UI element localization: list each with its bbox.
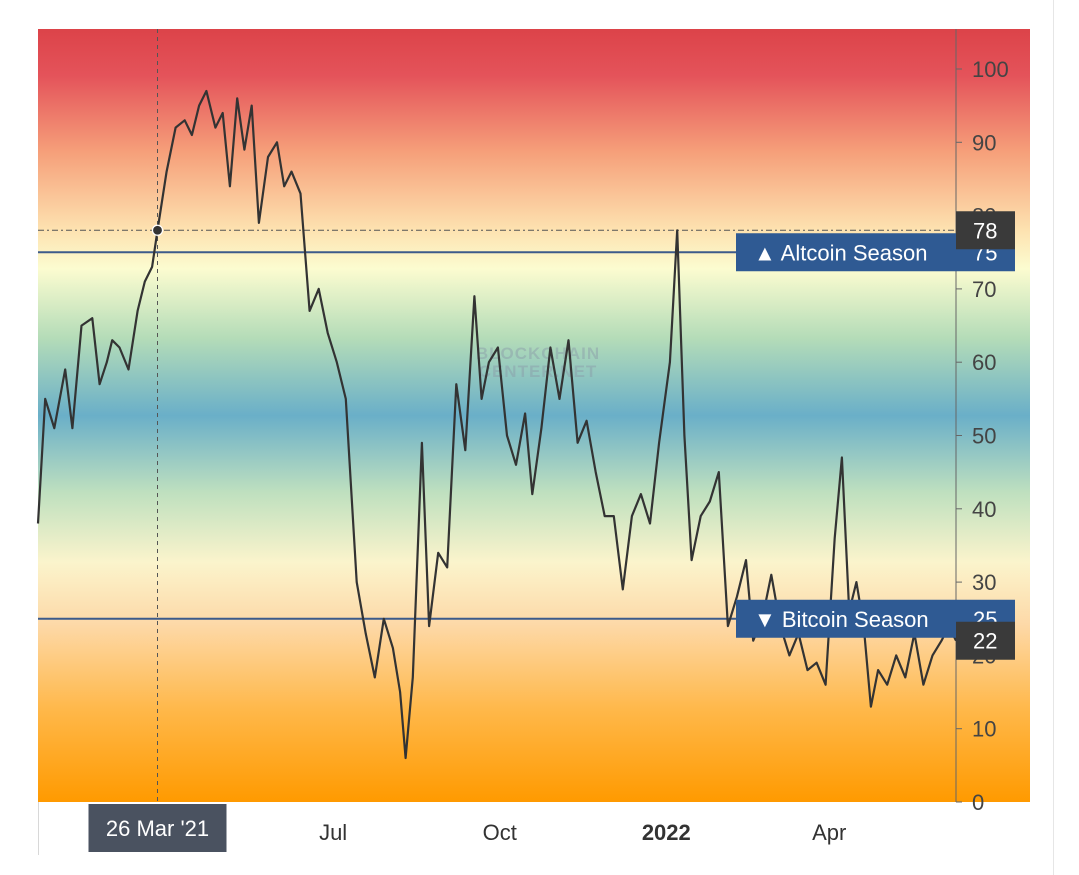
x-tick-label: Jul	[319, 820, 347, 845]
crosshair-date-badge	[88, 804, 227, 852]
y-tick-label: 100	[972, 57, 1009, 82]
badges: ▲ Altcoin Season 75▼ Bitcoin Season 257822…	[88, 211, 1015, 852]
crosshair-value-badge	[956, 211, 1015, 250]
crosshair-point[interactable]	[151, 224, 164, 236]
y-tick-label: 40	[972, 497, 996, 522]
plot-background	[38, 29, 1030, 802]
x-axis-ticks: Jul Oct 2022 Apr	[319, 820, 846, 845]
crosshair-value-label: 78	[973, 218, 997, 243]
last-value-label: 22	[973, 629, 997, 654]
bitcoin_season-badge-label: ▼ Bitcoin Season	[754, 607, 929, 632]
last-value-badge	[956, 621, 1015, 660]
series-line[interactable]	[36, 89, 957, 760]
y-tick-label: 60	[972, 350, 996, 375]
crosshair	[38, 29, 956, 802]
watermark-line2: CENTER.NET	[479, 362, 598, 381]
y-tick-label: 10	[972, 717, 996, 742]
watermark: BLOCKCHAIN CENTER.NET	[476, 344, 599, 381]
y-tick-label: 90	[972, 130, 996, 155]
y-tick-label: 70	[972, 277, 996, 302]
x-tick-label: Apr	[812, 820, 846, 845]
crosshair-date-label: 26 Mar '21	[106, 816, 209, 841]
x-tick-label: Oct	[483, 820, 517, 845]
y-tick-label: 30	[972, 570, 996, 595]
altcoin_season-badge-label: ▲ Altcoin Season	[754, 240, 927, 265]
x-tick-label: 2022	[642, 820, 691, 845]
y-tick-label: 50	[972, 424, 996, 449]
y-tick-label: 0	[972, 790, 984, 815]
